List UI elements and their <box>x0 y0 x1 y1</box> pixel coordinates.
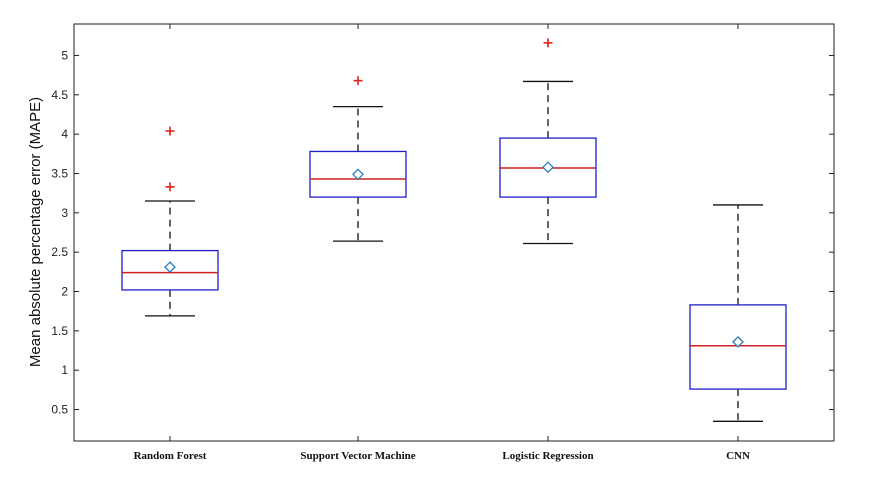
y-tick-label: 3.5 <box>51 166 68 180</box>
y-tick-label: 1.5 <box>51 324 68 338</box>
box-group <box>121 126 219 317</box>
boxes-layer <box>121 38 787 422</box>
box-group <box>689 204 787 422</box>
x-tick-label: Logistic Regression <box>502 450 593 462</box>
mean-marker <box>164 261 176 274</box>
outlier-marker <box>165 182 175 192</box>
y-tick-label: 5 <box>61 48 68 62</box>
mean-marker <box>542 161 554 174</box>
mean-marker <box>352 168 364 181</box>
y-tick-label: 4.5 <box>51 88 68 102</box>
y-tick-label: 4 <box>61 127 68 141</box>
box-group <box>499 38 597 245</box>
x-tick-label: Random Forest <box>134 450 207 462</box>
box-group <box>309 76 407 242</box>
y-axis-label: Mean absolute percentage error (MAPE) <box>27 97 44 367</box>
box-iqr <box>689 304 787 390</box>
x-tick-label: Support Vector Machine <box>300 450 415 462</box>
outlier-marker <box>543 38 553 48</box>
outlier-marker <box>353 76 363 86</box>
y-tick-label: 1 <box>61 363 68 377</box>
plot-area <box>73 23 835 442</box>
box-iqr <box>121 249 219 291</box>
box-iqr <box>309 150 407 198</box>
mean-marker <box>732 335 744 348</box>
y-tick-label: 2.5 <box>51 245 68 259</box>
outlier-marker <box>165 126 175 136</box>
y-tick-label: 0.5 <box>51 403 68 417</box>
y-tick-label: 2 <box>61 285 68 299</box>
x-axis-ticks: Random Forest Support Vector Machine Logis… <box>134 24 750 462</box>
y-tick-label: 3 <box>61 206 68 220</box>
y-axis-ticks: 0.5 1 1.5 2 2.5 3 3.5 4 4.5 5 <box>51 48 834 417</box>
x-tick-label: CNN <box>726 450 750 462</box>
